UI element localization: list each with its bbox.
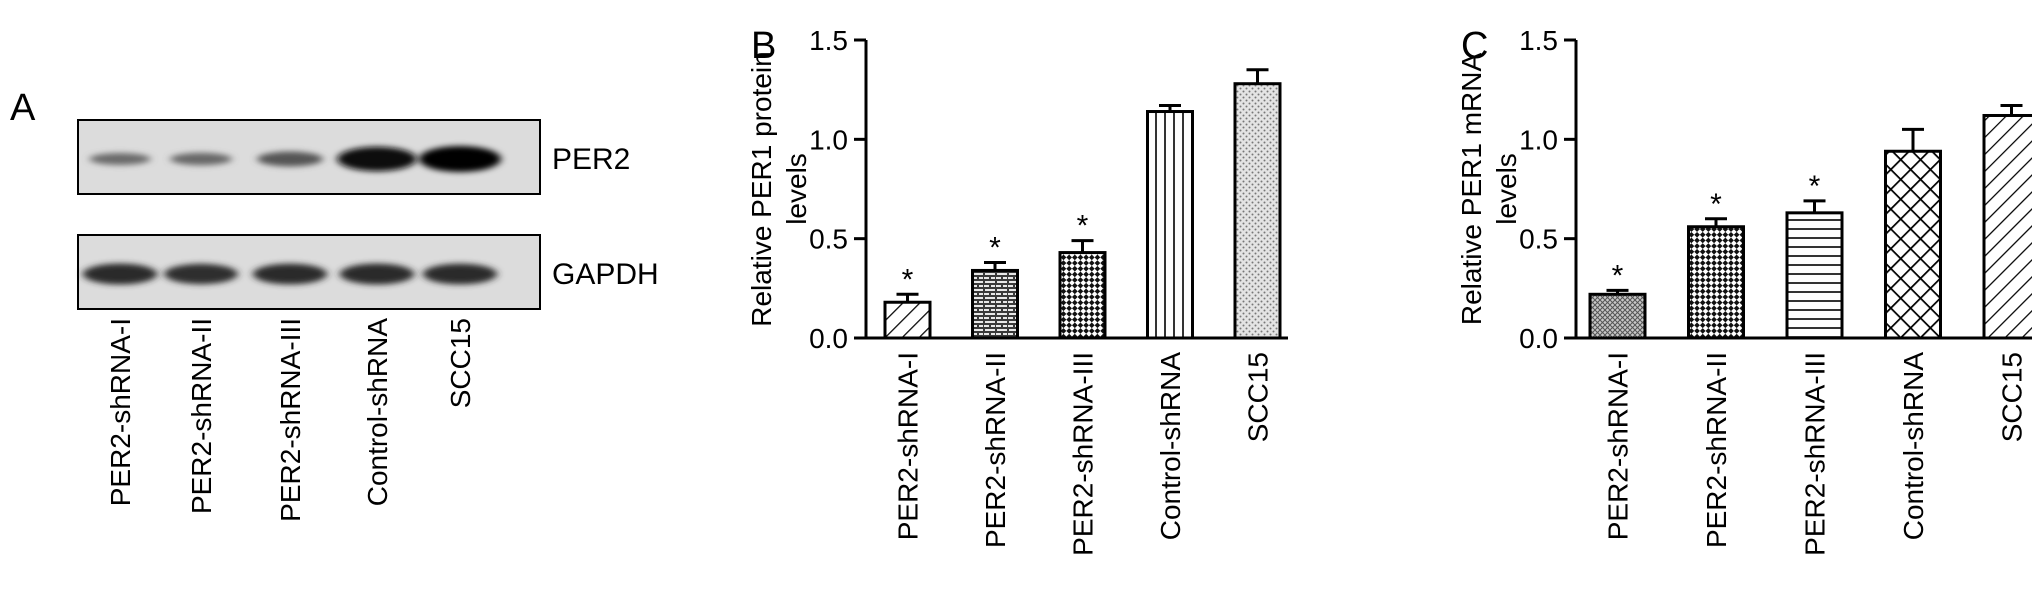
significance-marker: *: [1077, 210, 1089, 243]
blot-band: [89, 153, 151, 165]
lane-label: Control-shRNA: [362, 318, 393, 507]
bar: [1233, 82, 1282, 340]
bar: [1687, 225, 1745, 340]
x-tick-label: SCC15: [1243, 352, 1274, 442]
bar: [1588, 292, 1647, 340]
lane-label: PER2-shRNA-III: [275, 318, 306, 522]
y-axis-label: levels: [781, 153, 812, 225]
y-tick-label: 0.0: [809, 323, 848, 354]
x-tick-label: PER2-shRNA-II: [1701, 352, 1732, 548]
significance-marker: *: [902, 263, 914, 296]
blot-label: GAPDH: [552, 258, 659, 291]
lane-label: SCC15: [445, 318, 476, 408]
western-blots: PER2 GAPDH: [77, 119, 659, 310]
significance-marker: *: [1612, 259, 1624, 292]
blot-band: [419, 146, 501, 172]
x-tick-label: PER2-shRNA-II: [980, 352, 1011, 548]
y-tick-label: 1.0: [809, 124, 848, 155]
x-tick-label: PER2-shRNA-I: [893, 352, 924, 540]
bar: [1785, 211, 1844, 340]
y-axis-label: Relative PER1 mRNA: [1456, 53, 1487, 326]
blot-per2: PER2: [77, 119, 630, 195]
blot-band: [422, 263, 498, 285]
significance-marker: *: [1809, 170, 1821, 203]
significance-marker: *: [1710, 188, 1722, 221]
panel-letter-a: A: [10, 87, 36, 129]
bar: [1058, 251, 1107, 340]
lane-labels: PER2-shRNA-I PER2-shRNA-II PER2-shRNA-III C…: [105, 318, 476, 522]
blot-band: [339, 263, 415, 285]
x-tick-label: PER2-shRNA-III: [1068, 352, 1099, 556]
bar: [1982, 113, 2032, 340]
x-tick-label: PER2-shRNA-III: [1800, 352, 1831, 556]
y-axis-label: levels: [1491, 153, 1522, 225]
blot-band: [337, 146, 417, 172]
x-tick-label: PER2-shRNA-I: [1603, 352, 1634, 540]
y-tick-label: 0.0: [1519, 323, 1558, 354]
bar: [971, 268, 1019, 340]
panel-letter: C: [1461, 25, 1488, 67]
lane-label: PER2-shRNA-II: [186, 318, 217, 514]
y-axis-label: Relative PER1 protein: [746, 51, 777, 326]
significance-marker: *: [989, 232, 1001, 265]
blot-band: [164, 263, 238, 285]
y-tick-label: 1.5: [1519, 25, 1558, 56]
blot-band: [257, 151, 323, 167]
bar: [1884, 149, 1942, 340]
blot-band: [252, 263, 328, 285]
bar: [1146, 110, 1194, 340]
blot-label: PER2: [552, 143, 630, 176]
bar: [883, 300, 932, 340]
blot-band: [170, 152, 232, 166]
y-tick-label: 1.0: [1519, 124, 1558, 155]
y-tick-label: 1.5: [809, 25, 848, 56]
blot-band: [82, 263, 158, 285]
blot-gapdh: GAPDH: [77, 234, 659, 310]
y-tick-label: 0.5: [809, 224, 848, 255]
panel-letter: B: [751, 25, 776, 67]
x-tick-label: Control-shRNA: [1155, 352, 1186, 541]
lane-label: PER2-shRNA-I: [105, 318, 136, 506]
x-tick-label: SCC15: [1997, 352, 2028, 442]
y-tick-label: 0.5: [1519, 224, 1558, 255]
x-tick-label: Control-shRNA: [1898, 352, 1929, 541]
